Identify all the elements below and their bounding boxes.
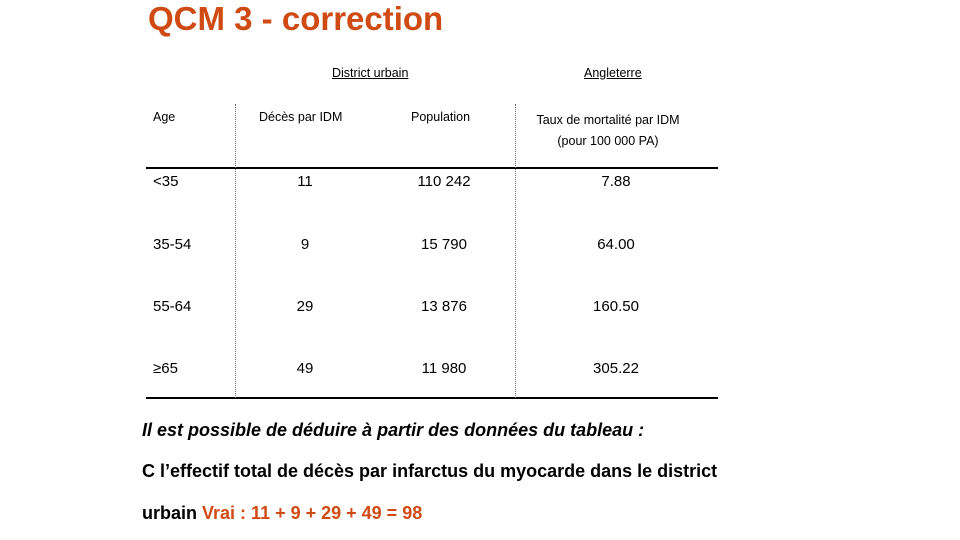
table-row: 35-54 9 15 790 64.00: [0, 236, 960, 256]
group-header-england: Angleterre: [584, 66, 642, 80]
cell-age: 35-54: [153, 236, 192, 253]
table-row: <35 11 110 242 7.88: [0, 173, 960, 193]
column-header-taux: Taux de mortalité par IDM (pour 100 000 …: [520, 110, 696, 152]
column-header-age: Age: [153, 110, 176, 124]
cell-taux: 7.88: [601, 173, 631, 190]
table-row: 55-64 29 13 876 160.50: [0, 298, 960, 318]
cell-age: <35: [153, 173, 179, 190]
table-divider-age: [235, 104, 236, 398]
answer-verdict: Vrai : 11 + 9 + 29 + 49 = 98: [202, 503, 423, 523]
question-text: Il est possible de déduire à partir des …: [142, 420, 645, 440]
cell-deces: 11: [297, 173, 313, 190]
cell-taux: 160.50: [593, 298, 639, 315]
cell-age: 55-64: [153, 298, 192, 315]
table-rule-top: [146, 167, 718, 169]
group-header-district: District urbain: [332, 66, 409, 80]
table-rule-bottom: [146, 397, 718, 399]
column-header-taux-line1: Taux de mortalité par IDM: [536, 113, 680, 127]
cell-population: 110 242: [417, 173, 471, 190]
cell-taux: 64.00: [597, 236, 635, 253]
cell-deces: 29: [296, 298, 314, 315]
table-divider-district: [515, 104, 516, 398]
column-header-population: Population: [411, 110, 471, 124]
cell-population: 15 790: [421, 236, 467, 253]
column-header-taux-line2: (pour 100 000 PA): [557, 134, 659, 148]
answer-line-2: urbain Vrai : 11 + 9 + 29 + 49 = 98: [142, 503, 422, 524]
answer-line-2-start: urbain: [142, 503, 198, 523]
slide-title: QCM 3 - correction: [148, 0, 444, 37]
column-header-deces: Décès par IDM: [259, 110, 343, 124]
cell-population: 11 980: [421, 360, 467, 377]
cell-taux: 305.22: [593, 360, 639, 377]
cell-population: 13 876: [421, 298, 467, 315]
answer-line-1: C l’effectif total de décès par infarctu…: [142, 461, 718, 481]
cell-deces: 49: [296, 360, 314, 377]
table-row: ≥65 49 11 980 305.22: [0, 360, 960, 380]
cell-age: ≥65: [153, 360, 178, 377]
cell-deces: 9: [300, 236, 310, 253]
